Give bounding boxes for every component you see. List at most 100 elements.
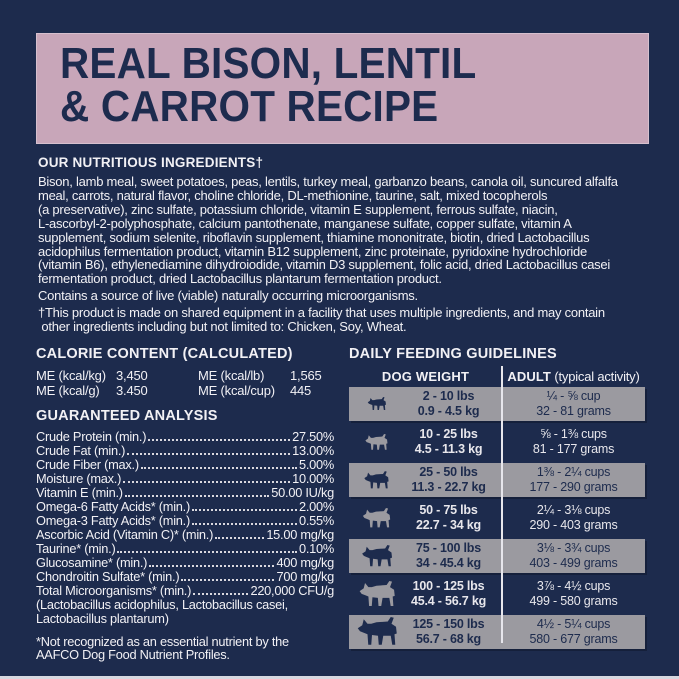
weight-lbs: 25 - 50 lbs xyxy=(419,465,478,479)
calorie-value: 1,565 xyxy=(290,368,322,383)
feeding-guideline-row: 25 - 50 lbs 11.3 - 22.7 kg 1⅜ - 2¼ cups 177… xyxy=(349,463,645,497)
amount-grams: 290 - 403 grams xyxy=(529,518,618,532)
nutrient-label: Glucosamine* (min.) xyxy=(36,555,148,570)
amount-cups: 3⅞ - 4½ cups xyxy=(536,579,611,593)
weight-range: 125 - 150 lbs 56.7 - 68 kg xyxy=(403,617,502,647)
weight-range: 75 - 100 lbs 34 - 45.4 kg xyxy=(403,541,502,571)
guaranteed-analysis-row: Chondroitin Sulfate* (min.) 700 mg/kg xyxy=(36,570,334,584)
amount-grams: 177 - 290 grams xyxy=(529,480,618,494)
ingredients-heading: OUR NUTRITIOUS INGREDIENTS† xyxy=(38,155,264,170)
nutrient-value: 0.55% xyxy=(298,513,334,528)
guaranteed-analysis-row: Taurine* (min.) 0.10% xyxy=(36,542,334,556)
calorie-content-section: CALORIE CONTENT (CALCULATED) ME (kcal/kg… xyxy=(36,346,336,398)
weight-range: 50 - 75 lbs 22.7 - 34 kg xyxy=(403,503,502,533)
feeding-guidelines-title: DAILY FEEDING GUIDELINES xyxy=(349,346,557,362)
table-column-divider xyxy=(501,366,503,643)
calorie-value: 3,450 xyxy=(116,368,148,383)
guaranteed-analysis-row: Crude Fiber (max.) 5.00% xyxy=(36,458,334,472)
ingredients-section: OUR NUTRITIOUS INGREDIENTS† Bison, lamb … xyxy=(38,155,654,334)
calorie-label: ME (kcal/lb) xyxy=(198,368,265,383)
nutrient-value: 13.00% xyxy=(292,443,334,458)
guaranteed-analysis-row: Omega-6 Fatty Acids* (min.) 2.00% xyxy=(36,500,334,514)
amount-grams: 580 - 677 grams xyxy=(529,632,618,646)
feeding-table-rows: 2 - 10 lbs 0.9 - 4.5 kg ¼ - ⅝ cup 32 - 81 g… xyxy=(349,387,645,649)
adult-header-bold: ADULT xyxy=(507,368,551,384)
guaranteed-analysis-rows: Crude Protein (min.) 27.50% Crude Fat (min… xyxy=(36,430,334,598)
nutrient-label: Omega-3 Fatty Acids* (min.) xyxy=(36,513,190,528)
calorie-label: ME (kcal/kg) xyxy=(36,368,106,383)
dog-icon xyxy=(349,617,403,647)
dotted-leader xyxy=(181,579,275,581)
weight-lbs: 75 - 100 lbs xyxy=(415,541,481,555)
dog-icon xyxy=(349,433,403,451)
nutrient-value: 700 mg/kg xyxy=(276,569,334,584)
dotted-leader xyxy=(124,495,270,497)
microorganisms-parenthetical: (Lactobacillus acidophilus, Lactobacillu… xyxy=(36,597,288,626)
weight-lbs: 100 - 125 lbs xyxy=(412,579,485,593)
dotted-leader xyxy=(140,467,297,469)
calorie-content-grid: ME (kcal/kg) 3,450 ME (kcal/lb) 1,565 ME… xyxy=(36,368,336,398)
dog-icon xyxy=(349,580,403,608)
dog-weight-cell: 2 - 10 lbs 0.9 - 4.5 kg xyxy=(349,387,502,421)
feeding-table-header: DOG WEIGHT ADULT (typical activity) xyxy=(349,366,645,386)
calorie-content-title: CALORIE CONTENT (CALCULATED) xyxy=(36,346,293,362)
feeding-amount-cell: ¼ - ⅝ cup 32 - 81 grams xyxy=(502,389,645,419)
dotted-leader xyxy=(149,565,275,567)
nutrient-value: 2.00% xyxy=(298,499,334,514)
nutrient-value: 220,000 CFU/g xyxy=(250,583,334,598)
dotted-leader xyxy=(191,509,297,511)
weight-range: 2 - 10 lbs 0.9 - 4.5 kg xyxy=(403,389,502,419)
adult-column-header: ADULT (typical activity) xyxy=(502,369,645,384)
weight-range: 100 - 125 lbs 45.4 - 56.7 kg xyxy=(403,579,502,609)
guaranteed-analysis-row: Crude Fat (min.) 13.00% xyxy=(36,444,334,458)
nutrient-label: Taurine* (min.) xyxy=(36,541,116,556)
nutrient-value: 400 mg/kg xyxy=(276,555,334,570)
dog-icon xyxy=(349,470,403,490)
dog-icon xyxy=(349,397,403,411)
nutrient-label: Total Microorganisms* (min.) xyxy=(36,583,192,598)
recipe-title: REAL BISON, LENTIL & CARROT RECIPE xyxy=(60,39,477,131)
weight-lbs: 10 - 25 lbs xyxy=(419,427,478,441)
nutrient-value: 0.10% xyxy=(298,541,334,556)
dotted-leader xyxy=(127,453,291,455)
weight-kg: 4.5 - 11.3 kg xyxy=(414,442,483,456)
amount-cups: 3⅛ - 3¾ cups xyxy=(536,541,611,555)
amount-grams: 403 - 499 grams xyxy=(529,556,618,570)
feeding-guideline-row: 125 - 150 lbs 56.7 - 68 kg 4½ - 5¼ cups 580… xyxy=(349,615,645,649)
feeding-guidelines-section: DAILY FEEDING GUIDELINES DOG WEIGHT ADUL… xyxy=(349,346,645,653)
dog-weight-cell: 50 - 75 lbs 22.7 - 34 kg xyxy=(349,501,502,535)
amount-grams: 499 - 580 grams xyxy=(529,594,618,608)
guaranteed-analysis-row: Glucosamine* (min.) 400 mg/kg xyxy=(36,556,334,570)
guaranteed-analysis-row: Crude Protein (min.) 27.50% xyxy=(36,430,334,444)
nutrient-value: 15.00 mg/kg xyxy=(266,527,334,542)
nutrient-label: Crude Fiber (max.) xyxy=(36,457,139,472)
dog-weight-cell: 125 - 150 lbs 56.7 - 68 kg xyxy=(349,615,502,649)
weight-lbs: 125 - 150 lbs xyxy=(412,617,485,631)
nutrient-label: Vitamin E (min.) xyxy=(36,485,123,500)
dog-icon xyxy=(349,507,403,529)
nutrient-label: Chondroitin Sulfate* (min.) xyxy=(36,569,180,584)
weight-kg: 11.3 - 22.7 kg xyxy=(411,480,486,494)
guaranteed-analysis-row: Omega-3 Fatty Acids* (min.) 0.55% xyxy=(36,514,334,528)
dotted-leader xyxy=(117,551,297,553)
feeding-guideline-row: 50 - 75 lbs 22.7 - 34 kg 2¼ - 3⅛ cups 290 -… xyxy=(349,501,645,535)
ingredients-list: Bison, lamb meal, sweet potatoes, peas, … xyxy=(38,174,618,287)
nutrient-value: 27.50% xyxy=(292,429,334,444)
adult-header-normal: (typical activity) xyxy=(550,368,640,384)
dog-weight-cell: 10 - 25 lbs 4.5 - 11.3 kg xyxy=(349,425,502,459)
feeding-amount-cell: 4½ - 5¼ cups 580 - 677 grams xyxy=(502,617,645,647)
contains-statement: Contains a source of live (viable) natur… xyxy=(38,288,418,304)
amount-cups: ¼ - ⅝ cup xyxy=(546,389,601,403)
amount-grams: 81 - 177 grams xyxy=(532,442,615,456)
guaranteed-analysis-section: GUARANTEED ANALYSIS Crude Protein (min.)… xyxy=(36,408,334,662)
guaranteed-analysis-title: GUARANTEED ANALYSIS xyxy=(36,408,218,424)
weight-lbs: 2 - 10 lbs xyxy=(422,389,475,403)
dotted-leader xyxy=(215,537,265,539)
amount-cups: 1⅜ - 2¼ cups xyxy=(536,465,611,479)
amount-cups: 2¼ - 3⅛ cups xyxy=(536,503,611,517)
weight-lbs: 50 - 75 lbs xyxy=(419,503,478,517)
nutrient-label: Moisture (max.) xyxy=(36,471,122,486)
feeding-amount-cell: ⅝ - 1⅜ cups 81 - 177 grams xyxy=(502,427,645,457)
calorie-label: ME (kcal/g) xyxy=(36,382,100,398)
